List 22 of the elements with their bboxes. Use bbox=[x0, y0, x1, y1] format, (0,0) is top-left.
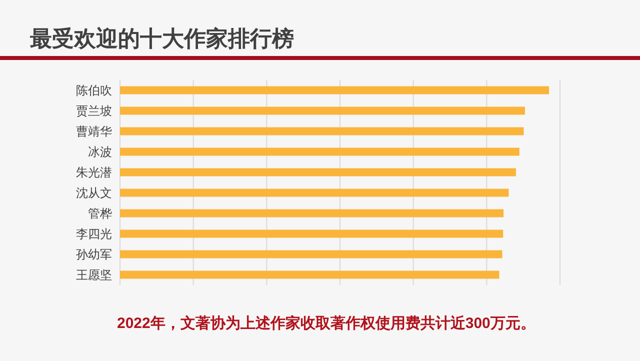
bar bbox=[120, 148, 520, 156]
bar bbox=[120, 250, 502, 258]
bar bbox=[120, 188, 509, 197]
bar bbox=[120, 127, 524, 136]
y-tick-label: 王愿坚 bbox=[76, 268, 112, 282]
y-tick-label: 曹靖华 bbox=[76, 124, 112, 138]
y-tick-label: 朱光潜 bbox=[76, 165, 112, 180]
text: 2022年，文著协为上述作家收取著作权使用费共计近300万元。 bbox=[117, 314, 536, 332]
bar bbox=[120, 86, 549, 94]
bar bbox=[120, 106, 525, 115]
bar bbox=[120, 230, 504, 238]
chart-title: 最受欢迎的十大作家排行榜 bbox=[29, 26, 294, 51]
bar bbox=[120, 270, 500, 279]
bar bbox=[120, 209, 504, 218]
y-tick-label: 孙幼军 bbox=[76, 247, 112, 262]
y-tick-label: 贾兰坡 bbox=[76, 104, 112, 118]
bar bbox=[120, 168, 516, 176]
y-tick-label: 陈伯吹 bbox=[76, 83, 112, 98]
y-tick-label: 管桦 bbox=[88, 206, 112, 220]
y-tick-label: 沈从文 bbox=[76, 186, 112, 200]
y-tick-label: 冰波 bbox=[88, 144, 112, 159]
y-tick-label: 李四光 bbox=[76, 226, 112, 241]
